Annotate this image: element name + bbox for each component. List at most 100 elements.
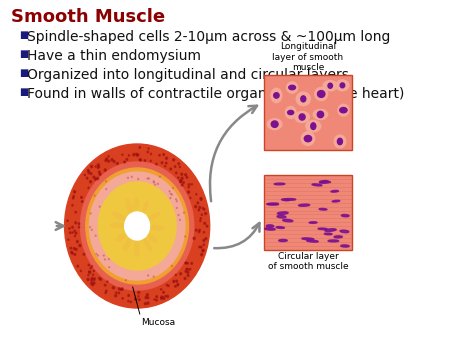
Circle shape xyxy=(99,206,100,207)
Circle shape xyxy=(187,263,189,264)
Circle shape xyxy=(200,197,202,199)
Circle shape xyxy=(92,284,94,286)
Circle shape xyxy=(128,155,130,156)
Ellipse shape xyxy=(267,119,282,129)
Circle shape xyxy=(185,270,187,272)
Circle shape xyxy=(178,177,179,178)
Circle shape xyxy=(177,284,179,286)
Ellipse shape xyxy=(332,200,340,202)
Circle shape xyxy=(71,251,72,253)
Ellipse shape xyxy=(312,184,322,186)
Circle shape xyxy=(184,277,186,280)
Circle shape xyxy=(159,154,160,156)
Circle shape xyxy=(165,295,166,297)
Ellipse shape xyxy=(296,92,310,106)
Circle shape xyxy=(178,215,179,216)
Circle shape xyxy=(73,191,76,193)
Circle shape xyxy=(112,287,114,289)
Circle shape xyxy=(201,254,203,256)
Circle shape xyxy=(136,153,137,155)
Circle shape xyxy=(136,154,138,156)
Ellipse shape xyxy=(117,234,125,241)
Circle shape xyxy=(72,252,73,254)
Circle shape xyxy=(81,196,82,198)
Circle shape xyxy=(153,182,154,183)
Circle shape xyxy=(187,268,189,270)
Circle shape xyxy=(98,166,99,168)
Ellipse shape xyxy=(287,82,298,93)
Circle shape xyxy=(198,209,200,211)
Circle shape xyxy=(88,274,89,276)
Circle shape xyxy=(89,271,90,272)
Circle shape xyxy=(83,253,85,255)
Circle shape xyxy=(173,159,175,161)
Circle shape xyxy=(91,277,93,280)
Circle shape xyxy=(77,265,79,267)
Text: Organized into longitudinal and circular layers: Organized into longitudinal and circular… xyxy=(27,68,348,82)
Circle shape xyxy=(170,193,171,194)
Circle shape xyxy=(117,163,118,165)
Text: ■: ■ xyxy=(19,68,29,78)
Circle shape xyxy=(171,265,172,266)
Circle shape xyxy=(75,232,77,234)
Ellipse shape xyxy=(288,111,294,115)
Circle shape xyxy=(203,232,205,233)
Circle shape xyxy=(97,164,99,166)
Circle shape xyxy=(165,166,166,167)
Circle shape xyxy=(161,289,162,290)
Ellipse shape xyxy=(295,112,310,122)
Circle shape xyxy=(95,166,96,167)
Circle shape xyxy=(178,163,180,165)
Circle shape xyxy=(91,266,93,267)
Ellipse shape xyxy=(277,212,288,214)
Circle shape xyxy=(74,230,75,232)
Circle shape xyxy=(88,187,89,189)
Circle shape xyxy=(148,178,149,179)
Circle shape xyxy=(175,285,176,287)
Ellipse shape xyxy=(149,212,160,220)
Circle shape xyxy=(204,209,205,210)
Ellipse shape xyxy=(140,229,146,237)
Ellipse shape xyxy=(338,104,349,116)
Circle shape xyxy=(166,295,169,297)
Circle shape xyxy=(69,228,70,229)
Circle shape xyxy=(118,288,121,290)
Ellipse shape xyxy=(126,199,133,213)
Circle shape xyxy=(94,279,95,281)
Circle shape xyxy=(180,273,181,275)
Circle shape xyxy=(74,236,76,237)
Ellipse shape xyxy=(323,80,338,91)
Circle shape xyxy=(94,195,95,196)
Circle shape xyxy=(125,212,149,240)
Ellipse shape xyxy=(274,183,285,185)
Circle shape xyxy=(96,254,97,255)
Circle shape xyxy=(163,291,164,293)
Circle shape xyxy=(75,211,76,213)
Circle shape xyxy=(181,177,183,179)
Circle shape xyxy=(115,295,117,297)
Circle shape xyxy=(121,288,123,290)
Ellipse shape xyxy=(144,238,152,251)
Circle shape xyxy=(88,264,90,266)
Ellipse shape xyxy=(301,96,306,102)
Circle shape xyxy=(128,294,130,296)
Circle shape xyxy=(147,178,148,179)
Ellipse shape xyxy=(134,199,139,209)
Text: Longitudinal
layer of smooth
muscle: Longitudinal layer of smooth muscle xyxy=(272,42,343,72)
Circle shape xyxy=(203,244,204,245)
Circle shape xyxy=(139,159,141,161)
Circle shape xyxy=(202,208,204,209)
Ellipse shape xyxy=(320,180,328,183)
Ellipse shape xyxy=(285,106,296,119)
Circle shape xyxy=(145,296,147,299)
Circle shape xyxy=(118,292,120,294)
Circle shape xyxy=(135,298,136,300)
Circle shape xyxy=(147,151,148,153)
Ellipse shape xyxy=(143,223,148,230)
Circle shape xyxy=(171,194,172,195)
Circle shape xyxy=(200,218,201,219)
Circle shape xyxy=(127,177,128,178)
Circle shape xyxy=(170,168,171,170)
Circle shape xyxy=(156,296,158,298)
Circle shape xyxy=(86,177,88,179)
